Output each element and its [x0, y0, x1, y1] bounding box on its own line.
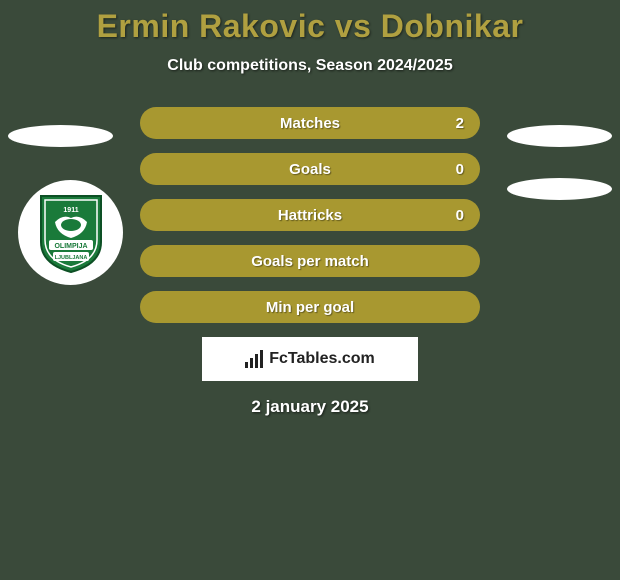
decorative-ellipse-right-bottom	[507, 178, 612, 200]
svg-text:1911: 1911	[63, 207, 78, 214]
stat-value: 0	[456, 161, 464, 178]
stat-row-goals: Goals 0	[140, 153, 480, 185]
svg-text:OLIMPIJA: OLIMPIJA	[54, 243, 87, 250]
brand-box: FcTables.com	[202, 337, 418, 381]
chart-bars-icon	[245, 350, 263, 368]
stat-label: Min per goal	[266, 299, 354, 316]
brand-label: FcTables.com	[269, 350, 375, 368]
comparison-subtitle: Club competitions, Season 2024/2025	[0, 57, 620, 75]
stat-label: Matches	[280, 115, 340, 132]
stat-value: 2	[456, 115, 464, 132]
comparison-title: Ermin Rakovic vs Dobnikar	[0, 8, 620, 45]
stat-row-hattricks: Hattricks 0	[140, 199, 480, 231]
decorative-ellipse-left	[8, 125, 113, 147]
stat-label: Hattricks	[278, 207, 342, 224]
svg-text:LJUBLJANA: LJUBLJANA	[54, 255, 87, 261]
stat-label: Goals	[289, 161, 331, 178]
stat-label: Goals per match	[251, 253, 369, 270]
decorative-ellipse-right-top	[507, 125, 612, 147]
date-label: 2 january 2025	[0, 397, 620, 417]
stat-row-matches: Matches 2	[140, 107, 480, 139]
club-shield-icon: 1911 OLIMPIJA LJUBLJANA	[35, 192, 107, 274]
stat-row-min-per-goal: Min per goal	[140, 291, 480, 323]
club-badge: 1911 OLIMPIJA LJUBLJANA	[18, 180, 123, 285]
stat-row-goals-per-match: Goals per match	[140, 245, 480, 277]
stat-value: 0	[456, 207, 464, 224]
